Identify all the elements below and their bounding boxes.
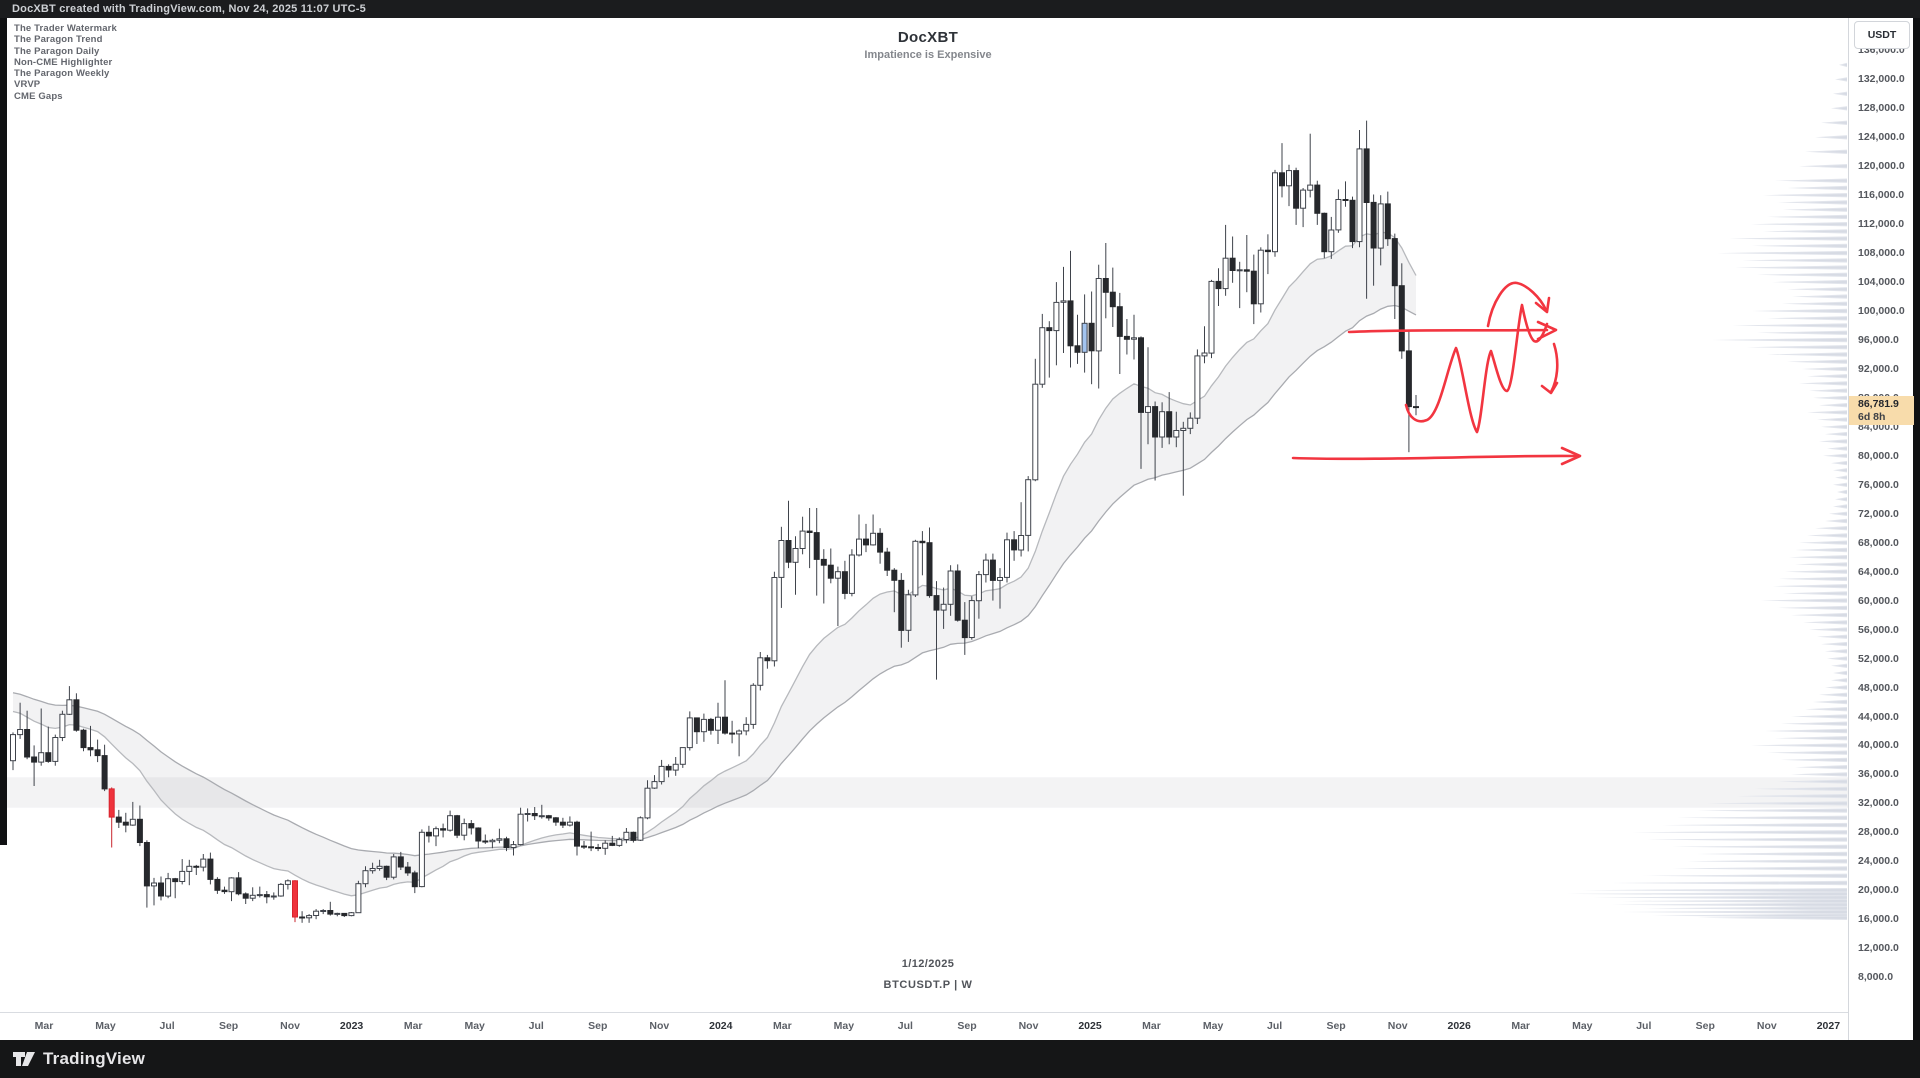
time-axis-label: Nov [1018,1020,1039,1032]
price-tick-label: 24,000.0 [1858,855,1899,868]
time-axis-label: Jul [1267,1020,1283,1032]
price-tick-label: 96,000.0 [1858,334,1899,346]
price-label-price: 86,781.9 [1858,398,1899,410]
bottom-watermark-symbol: BTCUSDT.P | W [883,979,973,991]
price-tick-label: 64,000.0 [1858,565,1899,578]
price-tick-label: 100,000.0 [1858,305,1905,317]
price-tick-label: 68,000.0 [1858,536,1899,549]
price-tick-label: 12,000.0 [1858,942,1899,955]
legend-item[interactable]: CME Gaps [14,90,63,102]
attribution-text: DocXBT created with TradingView.com, Nov… [12,3,366,15]
indicator-legend: The Trader Watermark The Paragon Trend The… [14,23,117,102]
price-tick-label: 108,000.0 [1858,247,1905,260]
price-tick-label: 28,000.0 [1858,826,1899,839]
price-axis[interactable]: USDT 86,781.9 6d 8h 136,000.0 132,000.0 12… [1848,18,1914,1040]
time-axis-label: Mar [1511,1020,1531,1032]
legend-item[interactable]: VRVP [14,79,41,91]
legend-item[interactable]: The Paragon Trend [14,34,103,46]
left-frame [0,18,7,845]
tradingview-logo[interactable]: TradingView [12,1049,145,1069]
currency-button[interactable]: USDT [1854,21,1910,49]
time-axis-label: May [1202,1020,1224,1032]
time-axis-label: Mar [773,1020,792,1032]
price-tick-label: 52,000.0 [1858,652,1899,665]
time-axis-label: Jul [1636,1020,1652,1032]
footer-bar: TradingView [0,1040,1920,1078]
price-label-countdown: 6d 8h [1858,411,1886,423]
tradingview-logo-icon [13,1052,35,1066]
price-tick-label: 116,000.0 [1858,189,1905,202]
time-axis-label: 2023 [339,1020,364,1032]
price-tick-label: 36,000.0 [1858,768,1899,781]
time-axis-label: May [464,1020,485,1032]
price-tick-label: 76,000.0 [1858,478,1899,491]
time-axis-label: 2027 [1816,1020,1841,1032]
price-tick-label: 128,000.0 [1858,102,1905,115]
price-tick-label: 60,000.0 [1858,594,1899,607]
ma-ribbon [12,231,1417,897]
time-axis-label: May [95,1020,116,1032]
time-axis-label: Nov [649,1020,670,1032]
time-axis-label: Sep [1695,1020,1715,1032]
price-tick-label: 16,000.0 [1858,913,1899,926]
price-tick-label: 72,000.0 [1858,507,1899,520]
time-axis-label: 2026 [1447,1020,1471,1032]
legend-item[interactable]: Non-CME Highlighter [14,56,113,68]
time-axis-label: Jul [528,1020,544,1032]
time-axis-label: 2024 [709,1020,733,1032]
time-axis-label: Nov [1756,1020,1777,1032]
volume-profile [1567,62,1847,920]
price-tick-label: 48,000.0 [1858,681,1899,694]
price-tick-label: 112,000.0 [1858,218,1905,231]
time-axis-label: Mar [34,1020,54,1032]
price-tick-label: 104,000.0 [1858,276,1905,289]
time-axis-label: Sep [588,1020,608,1032]
time-axis-label: Sep [218,1020,239,1032]
legend-item[interactable]: The Trader Watermark [14,23,117,34]
tradingview-logo-text: TradingView [43,1049,146,1068]
time-axis-label: Jul [897,1020,913,1032]
time-axis[interactable]: Mar May Jul Sep Nov 2023 Mar May Jul Sep Nov 2024 Ma… [0,1012,1913,1041]
time-axis-label: 2025 [1078,1020,1102,1032]
legend-item[interactable]: The Paragon Weekly [14,68,110,80]
price-tick-label: 132,000.0 [1858,73,1905,86]
price-tick-label: 32,000.0 [1858,797,1899,810]
legend-item[interactable]: The Paragon Daily [14,45,100,57]
time-axis-label: Sep [1326,1020,1346,1032]
time-axis-label: Sep [957,1020,977,1032]
price-tick-label: 20,000.0 [1858,884,1899,897]
red-drawing [1291,281,1582,466]
bottom-watermark-date: 1/12/2025 [901,958,955,970]
price-tick-label: 120,000.0 [1858,160,1905,173]
right-frame [1913,18,1920,1040]
candles-layer [10,120,1419,923]
price-tick-label: 40,000.0 [1858,739,1899,752]
highlight-band [7,777,1848,808]
current-price-label: 86,781.9 6d 8h [1849,396,1914,425]
chart-watermark-title: DocXBT [897,29,959,46]
time-axis-label: Nov [1387,1020,1408,1032]
time-axis-label: Mar [1142,1020,1161,1032]
chart-watermark-subtitle: Impatience is Expensive [864,49,992,61]
time-axis-label: Jul [159,1020,175,1032]
price-tick-label: 8,000.0 [1858,971,1894,984]
price-tick-label: 80,000.0 [1858,449,1899,462]
time-axis-label: May [833,1020,855,1032]
time-axis-label: May [1572,1020,1593,1032]
time-axis-label: Nov [280,1020,301,1032]
price-tick-label: 44,000.0 [1858,710,1899,723]
price-tick-label: 56,000.0 [1858,623,1899,636]
price-tick-label: 124,000.0 [1858,131,1905,144]
attribution-bar: DocXBT created with TradingView.com, Nov… [0,0,1920,18]
price-tick-label: 92,000.0 [1858,363,1899,375]
time-axis-label: Mar [403,1020,423,1032]
